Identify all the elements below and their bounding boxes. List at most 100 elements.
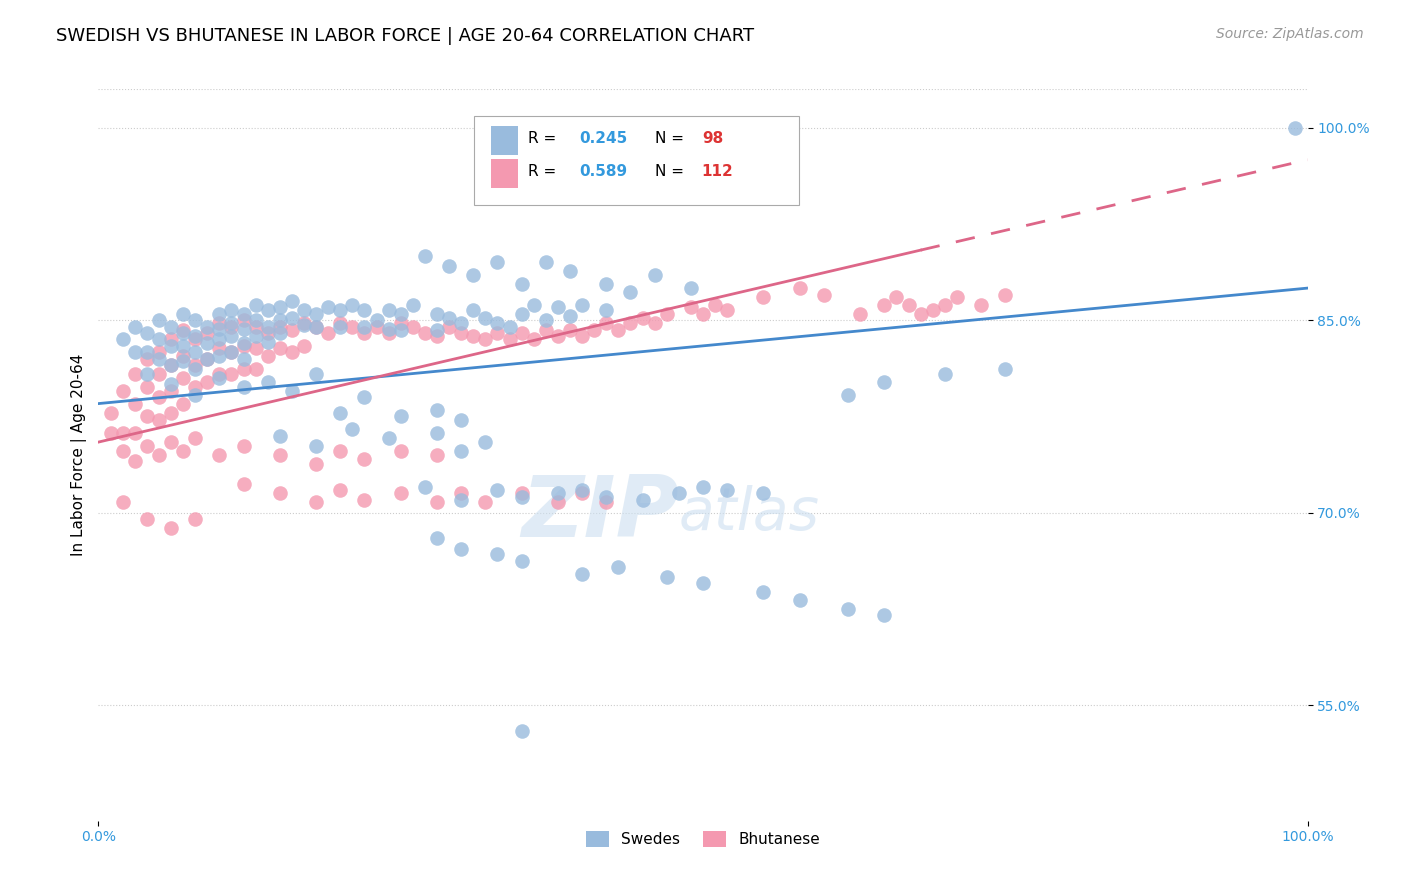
- Point: [571, 483, 593, 497]
- Point: [245, 319, 267, 334]
- Point: [245, 328, 267, 343]
- Point: [498, 319, 520, 334]
- Point: [256, 319, 278, 334]
- Point: [135, 409, 157, 424]
- Point: [221, 302, 243, 317]
- Point: [837, 387, 859, 401]
- Point: [413, 249, 436, 263]
- Point: [558, 323, 581, 337]
- Point: [172, 354, 194, 368]
- Point: [208, 333, 231, 347]
- Text: atlas: atlas: [679, 485, 820, 542]
- Point: [910, 307, 932, 321]
- Point: [547, 301, 569, 315]
- Point: [619, 316, 641, 330]
- Point: [232, 339, 254, 353]
- Point: [450, 413, 472, 427]
- Point: [281, 323, 304, 337]
- Point: [692, 307, 714, 321]
- Point: [534, 323, 557, 337]
- Point: [426, 328, 449, 343]
- Point: [111, 333, 134, 347]
- Point: [353, 492, 375, 507]
- Point: [389, 307, 412, 321]
- Point: [160, 319, 183, 334]
- Legend: Swedes, Bhutanese: Swedes, Bhutanese: [579, 825, 827, 854]
- Bar: [492, 159, 517, 188]
- Point: [366, 319, 388, 334]
- Point: [245, 298, 267, 312]
- Point: [329, 444, 352, 458]
- Point: [377, 326, 399, 340]
- Point: [160, 358, 183, 372]
- Point: [305, 457, 328, 471]
- Point: [558, 264, 581, 278]
- Point: [172, 339, 194, 353]
- Point: [305, 367, 328, 381]
- Point: [426, 495, 449, 509]
- Point: [402, 319, 425, 334]
- Point: [583, 323, 606, 337]
- Point: [377, 322, 399, 336]
- Point: [486, 483, 509, 497]
- Point: [245, 342, 267, 356]
- Point: [232, 307, 254, 321]
- Text: N =: N =: [655, 131, 689, 146]
- Point: [450, 486, 472, 500]
- Point: [100, 406, 122, 420]
- Point: [704, 298, 727, 312]
- Point: [329, 406, 352, 420]
- Point: [195, 336, 218, 351]
- Point: [135, 512, 157, 526]
- Point: [124, 454, 146, 468]
- Point: [232, 336, 254, 351]
- Point: [342, 319, 364, 334]
- Point: [595, 316, 617, 330]
- Point: [463, 328, 485, 343]
- Point: [111, 426, 134, 441]
- Point: [135, 345, 157, 359]
- Point: [547, 486, 569, 500]
- Point: [305, 319, 328, 334]
- Point: [366, 313, 388, 327]
- Point: [305, 439, 328, 453]
- Point: [510, 277, 533, 292]
- Point: [886, 290, 908, 304]
- Point: [437, 310, 460, 325]
- Point: [135, 351, 157, 366]
- Point: [377, 431, 399, 445]
- Point: [692, 576, 714, 591]
- Point: [316, 326, 339, 340]
- Point: [450, 492, 472, 507]
- Point: [124, 396, 146, 410]
- Point: [329, 483, 352, 497]
- Point: [1284, 120, 1306, 135]
- Point: [184, 512, 207, 526]
- Point: [305, 319, 328, 334]
- Point: [135, 367, 157, 381]
- Point: [510, 307, 533, 321]
- Point: [655, 570, 678, 584]
- Point: [160, 333, 183, 347]
- Point: [510, 326, 533, 340]
- Point: [292, 316, 315, 330]
- Point: [256, 334, 278, 349]
- Point: [160, 406, 183, 420]
- Text: R =: R =: [527, 164, 561, 179]
- Point: [208, 322, 231, 336]
- Point: [571, 298, 593, 312]
- Point: [716, 483, 738, 497]
- Point: [486, 316, 509, 330]
- Point: [195, 351, 218, 366]
- Point: [195, 375, 218, 389]
- Point: [353, 451, 375, 466]
- Point: [934, 298, 956, 312]
- Point: [208, 342, 231, 356]
- Point: [172, 307, 194, 321]
- Point: [184, 328, 207, 343]
- Point: [450, 541, 472, 556]
- Point: [426, 323, 449, 337]
- Point: [402, 298, 425, 312]
- Point: [148, 313, 170, 327]
- Point: [305, 495, 328, 509]
